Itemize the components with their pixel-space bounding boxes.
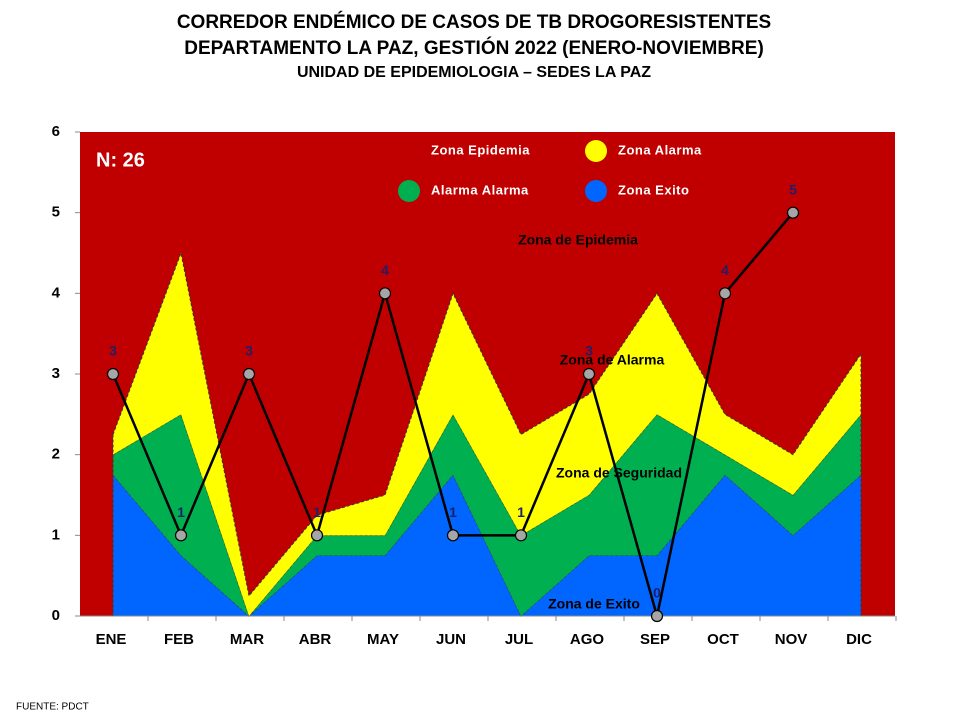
legend-label: Zona Exito [618, 182, 689, 197]
y-tick-label: 4 [52, 284, 61, 301]
data-label: 4 [721, 262, 729, 278]
point [242, 367, 256, 381]
point [446, 529, 460, 542]
data-label: 1 [517, 504, 525, 520]
data-label: 3 [585, 343, 593, 359]
data-label: 3 [109, 343, 117, 359]
annotation: Zona de Exito [548, 596, 640, 612]
chart-title: DEPARTAMENTO LA PAZ, GESTIÓN 2022 (ENERO… [184, 37, 764, 59]
data-label: 1 [177, 504, 185, 520]
legend-swatch [585, 180, 607, 202]
source: FUENTE: PDCT [16, 702, 89, 713]
chart-title: CORREDOR ENDÉMICO DE CASOS DE TB DROGORE… [177, 11, 771, 33]
annotation: Zona de Seguridad [556, 465, 682, 481]
y-tick-label: 5 [52, 204, 60, 221]
x-tick-label: AGO [570, 631, 605, 648]
x-tick-label: SEP [640, 631, 670, 648]
y-tick-label: 2 [52, 446, 60, 463]
chart-subtitle: UNIDAD DE EPIDEMIOLOGIA – SEDES LA PAZ [297, 64, 651, 81]
x-tick-label: FEB [164, 631, 194, 648]
point [718, 287, 732, 300]
data-label: 3 [245, 343, 253, 359]
annotation: N: 26 [96, 149, 145, 171]
x-tick-label: JUL [505, 631, 533, 648]
legend-swatch [585, 140, 607, 162]
x-tick-label: DIC [846, 631, 872, 648]
y-tick-label: 3 [52, 365, 60, 382]
area [113, 474, 861, 616]
x-tick-label: JUN [436, 631, 466, 648]
point [650, 609, 664, 623]
area [113, 253, 861, 616]
legend-label: Zona Alarma [618, 142, 702, 157]
y-tick-label: 1 [52, 526, 60, 543]
point [786, 206, 800, 219]
point [378, 287, 392, 300]
data-label: 4 [381, 262, 389, 278]
point [582, 367, 596, 381]
x-tick-label: NOV [775, 631, 808, 648]
x-tick-label: MAR [230, 631, 264, 648]
data-label: 0 [653, 585, 661, 601]
annotation: Zona de Alarma [560, 352, 665, 368]
legend-swatch [398, 140, 420, 162]
y-tick-label: 0 [52, 607, 60, 624]
data-label: 5 [789, 181, 797, 197]
x-tick-label: OCT [707, 631, 739, 648]
y-tick-label: 6 [52, 123, 60, 140]
x-tick-label: MAY [367, 631, 399, 648]
point [106, 367, 120, 381]
point [310, 529, 324, 542]
point [174, 529, 188, 542]
legend-label: Zona Epidemia [431, 142, 530, 157]
annotation: Zona de Epidemia [518, 232, 638, 248]
data-label: 1 [313, 504, 321, 520]
point [514, 529, 528, 542]
area [113, 414, 861, 616]
area-edge [112, 251, 862, 597]
data-label: 1 [449, 504, 457, 520]
x-tick-label: ENE [96, 631, 127, 648]
legend-swatch [398, 180, 420, 202]
x-tick-label: ABR [299, 631, 332, 648]
legend-label: Alarma Alarma [431, 182, 529, 197]
